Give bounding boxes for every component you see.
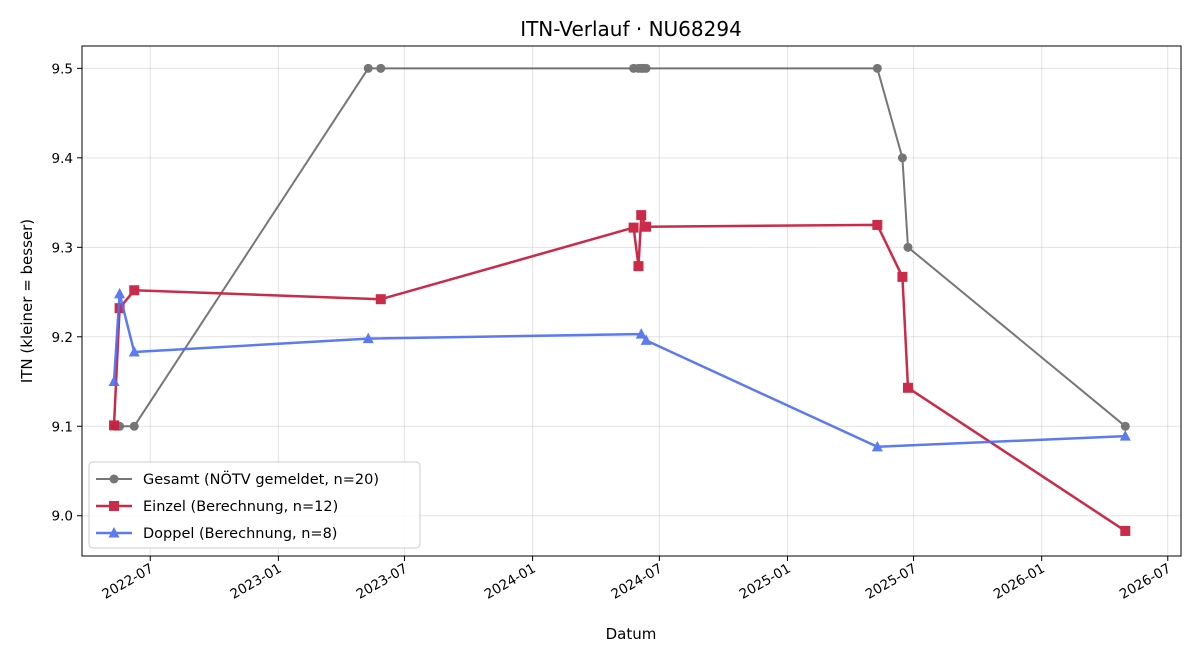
plot-frame bbox=[81, 45, 1182, 557]
data-point-einzel bbox=[902, 382, 913, 393]
y-axis-title: ITN (kleiner = besser) bbox=[18, 219, 36, 383]
data-point-gesamt bbox=[129, 421, 139, 431]
data-point-gesamt bbox=[897, 153, 907, 163]
legend-label-gesamt: Gesamt (NÖTV gemeldet, n=20) bbox=[143, 470, 379, 488]
data-point-doppel bbox=[640, 334, 652, 345]
data-point-gesamt bbox=[376, 63, 386, 73]
y-tick-label: 9.1 bbox=[52, 419, 73, 435]
data-point-einzel bbox=[636, 210, 647, 221]
y-tick-label: 9.5 bbox=[52, 61, 73, 77]
legend-marker-doppel bbox=[108, 527, 120, 538]
legend-item-gesamt bbox=[96, 474, 132, 484]
data-point-gesamt bbox=[872, 63, 882, 73]
data-point-einzel bbox=[628, 222, 639, 233]
grid bbox=[82, 46, 1181, 556]
data-point-doppel bbox=[871, 440, 883, 452]
data-point-einzel bbox=[897, 271, 908, 282]
data-point-einzel bbox=[1120, 525, 1131, 536]
data-point-einzel bbox=[129, 285, 140, 296]
legend-marker-gesamt bbox=[109, 474, 119, 484]
data-point-einzel bbox=[109, 420, 120, 431]
x-axis-title: Datum bbox=[606, 625, 657, 643]
data-point-einzel bbox=[633, 261, 644, 272]
legend-marker-einzel bbox=[109, 501, 119, 511]
data-point-doppel bbox=[114, 287, 126, 299]
legend-label-einzel: Einzel (Berechnung, n=12) bbox=[143, 499, 338, 515]
data-point-gesamt bbox=[1120, 421, 1130, 431]
data-point-gesamt bbox=[641, 63, 651, 73]
y-tick-label: 9.2 bbox=[52, 330, 73, 346]
data-point-einzel bbox=[375, 294, 386, 305]
legend-box bbox=[88, 461, 421, 549]
y-tick-label: 9.0 bbox=[52, 509, 73, 525]
data-point-doppel bbox=[635, 328, 647, 339]
data-point-einzel bbox=[872, 219, 883, 230]
data-point-doppel bbox=[362, 332, 374, 344]
data-point-doppel bbox=[108, 375, 120, 387]
chart-title: ITN-Verlauf · NU68294 bbox=[520, 17, 742, 41]
y-tick-label: 9.3 bbox=[52, 240, 73, 256]
series-layer bbox=[108, 63, 1131, 536]
legend: Gesamt (NÖTV gemeldet, n=20) Einzel (Bere… bbox=[88, 461, 421, 549]
data-point-doppel bbox=[128, 346, 140, 357]
legend-label-doppel: Doppel (Berechnung, n=8) bbox=[143, 526, 337, 542]
series-doppel bbox=[108, 287, 1131, 452]
series-line-doppel bbox=[112, 292, 1126, 449]
data-point-gesamt bbox=[903, 242, 913, 252]
data-point-gesamt bbox=[363, 63, 373, 73]
y-axis: 9.0 9.1 9.2 9.3 9.4 9.5 bbox=[52, 61, 82, 525]
legend-item-doppel bbox=[96, 527, 132, 538]
data-point-einzel bbox=[641, 221, 652, 232]
y-tick-label: 9.4 bbox=[52, 151, 73, 167]
data-point-doppel bbox=[1119, 430, 1131, 441]
legend-item-einzel bbox=[96, 501, 132, 511]
